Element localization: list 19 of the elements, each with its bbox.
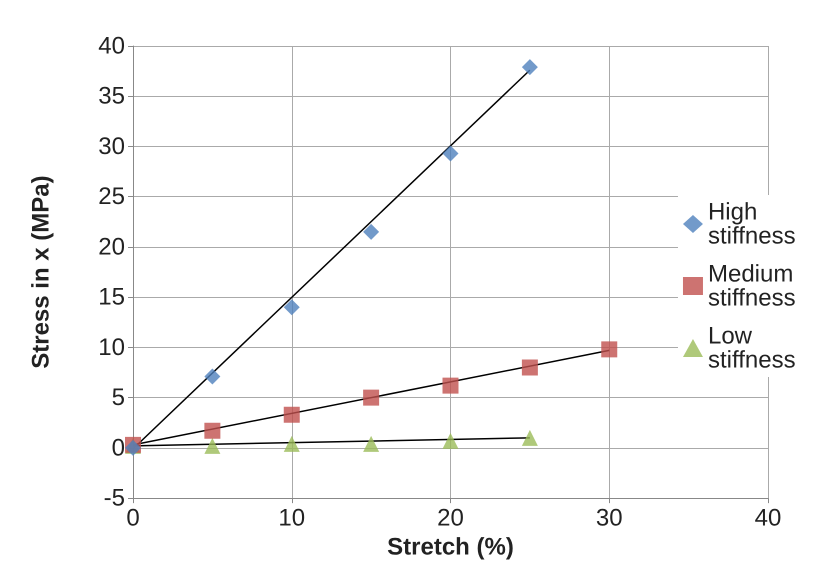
x-axis-title: Stretch (%) — [387, 534, 514, 560]
legend-label: Medium stiffness — [708, 260, 800, 312]
x-tick-label: 40 — [754, 504, 782, 532]
y-tick-label: 40 — [98, 32, 125, 60]
y-tick-label: 15 — [98, 284, 125, 311]
y-axis-title: Stress in x (MPa) — [28, 175, 54, 369]
legend-label: High stiffness — [708, 198, 796, 250]
x-tick-label: 10 — [278, 504, 306, 532]
y-tick-label: 25 — [98, 183, 125, 210]
y-tick-label: 30 — [98, 132, 125, 160]
x-tick-label: 30 — [596, 504, 623, 532]
y-tick-label: 35 — [98, 82, 125, 110]
y-tick-label: 10 — [98, 334, 125, 361]
y-tick-label: -5 — [104, 484, 125, 512]
y-tick-label: 20 — [98, 233, 125, 260]
x-tick-label: 20 — [437, 504, 464, 532]
legend-label: Low stiffness — [708, 322, 796, 374]
y-tick-label: 5 — [112, 384, 125, 412]
y-tick-label: 0 — [112, 434, 125, 462]
